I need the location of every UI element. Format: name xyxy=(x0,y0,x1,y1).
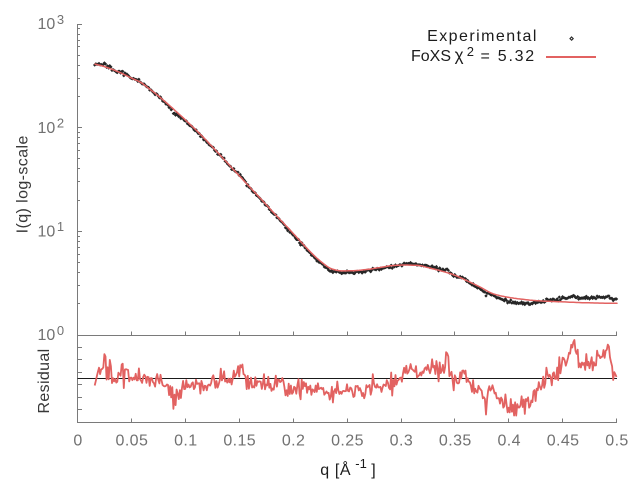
svg-text:3: 3 xyxy=(57,12,64,27)
svg-text:0.4: 0.4 xyxy=(497,433,520,450)
svg-text:q [Å: q [Å xyxy=(320,460,351,479)
svg-text:2: 2 xyxy=(467,44,474,59)
svg-text:0.2: 0.2 xyxy=(282,433,305,450)
svg-text:-1: -1 xyxy=(355,456,367,471)
svg-text:0.45: 0.45 xyxy=(547,433,580,450)
svg-text:FoXS: FoXS xyxy=(411,48,451,65)
svg-text:0.35: 0.35 xyxy=(439,433,472,450)
svg-text:0.3: 0.3 xyxy=(390,433,413,450)
svg-text:0.15: 0.15 xyxy=(223,433,256,450)
svg-text:10: 10 xyxy=(38,16,56,33)
svg-text:0.25: 0.25 xyxy=(331,433,364,450)
svg-text:1: 1 xyxy=(57,219,64,234)
svg-text:0.1: 0.1 xyxy=(174,433,197,450)
svg-text:0: 0 xyxy=(57,323,64,338)
svg-text:0.05: 0.05 xyxy=(116,433,149,450)
svg-text:0.5: 0.5 xyxy=(605,433,628,450)
svg-text:I(q) log-scale: I(q) log-scale xyxy=(15,135,32,233)
svg-text:Residual: Residual xyxy=(36,348,53,413)
svg-text:0: 0 xyxy=(73,433,82,450)
svg-text:10: 10 xyxy=(38,327,56,344)
svg-text:Experimental: Experimental xyxy=(427,28,538,45)
svg-text:10: 10 xyxy=(38,224,56,241)
svg-text:χ: χ xyxy=(455,46,464,65)
svg-text:]: ] xyxy=(371,462,375,479)
svg-text:2: 2 xyxy=(57,116,64,131)
svg-text:10: 10 xyxy=(38,120,56,137)
svg-text:= 5.32: = 5.32 xyxy=(481,48,536,65)
